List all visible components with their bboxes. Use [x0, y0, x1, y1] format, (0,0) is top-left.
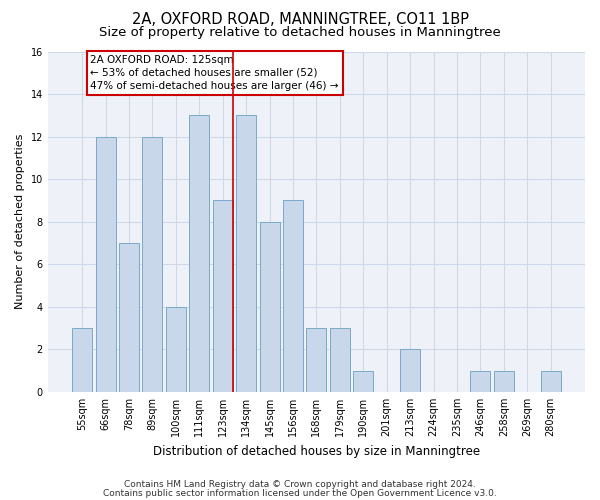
Bar	[213, 200, 233, 392]
Bar	[541, 370, 560, 392]
Bar	[353, 370, 373, 392]
Bar	[72, 328, 92, 392]
Bar	[166, 307, 186, 392]
Bar	[260, 222, 280, 392]
Bar	[307, 328, 326, 392]
Bar	[236, 116, 256, 392]
Bar	[95, 136, 116, 392]
Text: 2A, OXFORD ROAD, MANNINGTREE, CO11 1BP: 2A, OXFORD ROAD, MANNINGTREE, CO11 1BP	[131, 12, 469, 28]
Bar	[470, 370, 490, 392]
Text: 2A OXFORD ROAD: 125sqm
← 53% of detached houses are smaller (52)
47% of semi-det: 2A OXFORD ROAD: 125sqm ← 53% of detached…	[91, 54, 339, 91]
Y-axis label: Number of detached properties: Number of detached properties	[15, 134, 25, 310]
Text: Contains public sector information licensed under the Open Government Licence v3: Contains public sector information licen…	[103, 488, 497, 498]
Text: Contains HM Land Registry data © Crown copyright and database right 2024.: Contains HM Land Registry data © Crown c…	[124, 480, 476, 489]
X-axis label: Distribution of detached houses by size in Manningtree: Distribution of detached houses by size …	[153, 444, 480, 458]
Bar	[190, 116, 209, 392]
Bar	[330, 328, 350, 392]
Bar	[119, 243, 139, 392]
Bar	[142, 136, 163, 392]
Text: Size of property relative to detached houses in Manningtree: Size of property relative to detached ho…	[99, 26, 501, 39]
Bar	[400, 350, 420, 392]
Bar	[494, 370, 514, 392]
Bar	[283, 200, 303, 392]
